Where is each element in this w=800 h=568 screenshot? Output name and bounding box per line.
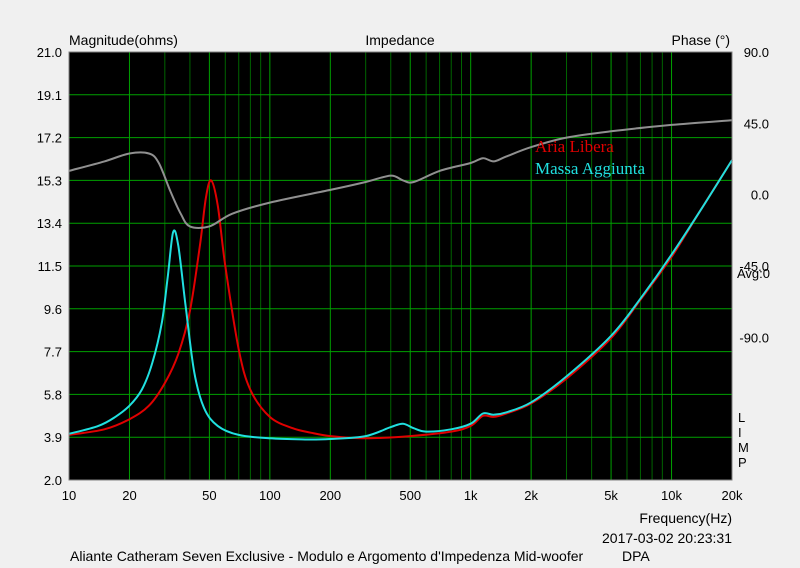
frequency-tick-label: 10 bbox=[62, 488, 76, 503]
chart-title: Impedance bbox=[365, 32, 434, 48]
magnitude-tick-label: 17.2 bbox=[37, 131, 62, 146]
timestamp: 2017-03-02 20:23:31 bbox=[602, 530, 732, 546]
side-letter: M bbox=[738, 440, 749, 455]
phase-ticks: 90.0 45.0 0.0 -45.0 -90.0 bbox=[739, 45, 769, 345]
magnitude-tick-label: 21.0 bbox=[37, 45, 62, 60]
frequency-tick-label: 50 bbox=[202, 488, 216, 503]
frequency-tick-label: 2k bbox=[524, 488, 538, 503]
frequency-tick-label: 500 bbox=[399, 488, 421, 503]
magnitude-tick-label: 5.8 bbox=[44, 387, 62, 402]
phase-curve bbox=[68, 119, 733, 229]
phase-tick-label: 90.0 bbox=[744, 45, 769, 60]
frequency-tick-label: 20 bbox=[122, 488, 136, 503]
legend: Aria Libera Massa Aggiunta bbox=[535, 137, 645, 178]
side-letter: P bbox=[738, 455, 747, 470]
right-axis-label: Phase (°) bbox=[671, 32, 730, 48]
legend-entry: Massa Aggiunta bbox=[535, 159, 645, 178]
side-letter: I bbox=[738, 425, 742, 440]
magnitude-ticks: 21.0 19.1 17.2 15.3 13.4 11.5 9.6 7.7 5.8 3.9 2.0 bbox=[37, 45, 62, 488]
left-axis-label: Magnitude(ohms) bbox=[69, 32, 178, 48]
grid bbox=[68, 51, 733, 481]
frequency-ticks: 10 20 50 100 200 500 1k 2k 5k 10k 20k bbox=[62, 488, 743, 503]
magnitude-tick-label: 19.1 bbox=[37, 88, 62, 103]
magnitude-tick-label: 15.3 bbox=[37, 173, 62, 188]
software-label: DPA bbox=[622, 548, 650, 564]
series-line-1 bbox=[68, 159, 733, 440]
frequency-tick-label: 200 bbox=[319, 488, 341, 503]
phase-tick-label: -45.0 bbox=[739, 259, 769, 274]
frequency-tick-label: 100 bbox=[259, 488, 281, 503]
magnitude-tick-label: 3.9 bbox=[44, 430, 62, 445]
caption: Aliante Catheram Seven Exclusive - Modul… bbox=[70, 548, 583, 564]
frequency-tick-label: 20k bbox=[722, 488, 743, 503]
phase-tick-label: 45.0 bbox=[744, 116, 769, 131]
series-line-2 bbox=[68, 159, 733, 441]
x-axis-label: Frequency(Hz) bbox=[639, 510, 732, 526]
magnitude-tick-label: 13.4 bbox=[37, 216, 62, 231]
avg-label: Avg:0 bbox=[737, 266, 770, 281]
legend-entry: Aria Libera bbox=[535, 137, 614, 156]
magnitude-tick-label: 7.7 bbox=[44, 345, 62, 360]
phase-tick-label: 0.0 bbox=[751, 188, 769, 203]
magnitude-tick-label: 11.5 bbox=[38, 259, 62, 274]
phase-tick-label: -90.0 bbox=[739, 330, 769, 345]
side-letter: L bbox=[738, 410, 745, 425]
frequency-tick-label: 1k bbox=[464, 488, 478, 503]
magnitude-tick-label: 9.6 bbox=[44, 302, 62, 317]
frequency-tick-label: 5k bbox=[604, 488, 618, 503]
magnitude-tick-label: 2.0 bbox=[44, 473, 62, 488]
frequency-tick-label: 10k bbox=[661, 488, 682, 503]
series-layer bbox=[68, 119, 733, 441]
plot-frame bbox=[68, 51, 733, 481]
